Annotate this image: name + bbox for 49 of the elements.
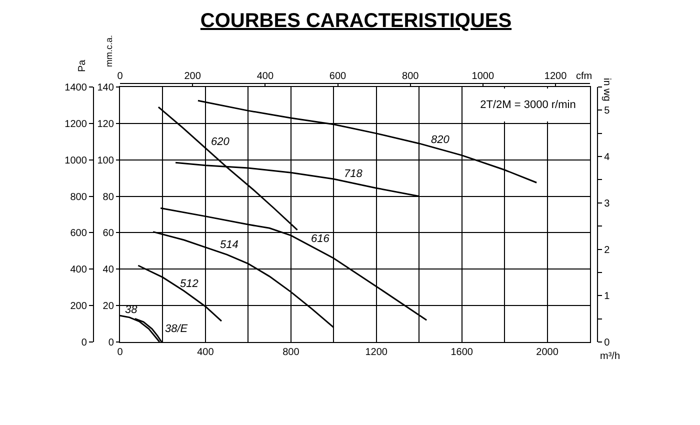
y-tick-label: 1400 bbox=[64, 82, 88, 94]
y2-axis-title: mm.c.a. bbox=[104, 34, 114, 67]
y2-tick-label: 40 bbox=[102, 264, 114, 276]
y3-tick-label: 5 bbox=[604, 106, 610, 117]
y2-tick-label: 0 bbox=[108, 338, 114, 348]
x2-axis-title: cfm bbox=[576, 71, 592, 82]
series-label: 514 bbox=[220, 239, 238, 251]
y3-tick-label: 3 bbox=[604, 198, 610, 210]
y-tick-label: 400 bbox=[70, 264, 88, 276]
x-tick-label: 1600 bbox=[450, 347, 474, 358]
y-tick-label: 1200 bbox=[64, 118, 88, 130]
y2-tick-label: 20 bbox=[102, 301, 114, 312]
y3-tick-label: 1 bbox=[604, 291, 610, 302]
y2-tick-label: 140 bbox=[97, 82, 114, 94]
y-axis-title: Pa bbox=[77, 59, 88, 72]
y3-axis-title: in wg bbox=[601, 78, 612, 102]
x2-tick-label: 200 bbox=[184, 70, 202, 82]
y3-tick-label: 0 bbox=[604, 338, 610, 348]
x2-tick-label: 1200 bbox=[544, 70, 568, 82]
series-label: 620 bbox=[211, 136, 230, 148]
y2-tick-label: 80 bbox=[102, 192, 114, 203]
x2-tick-label: 1000 bbox=[472, 70, 494, 82]
y-tick-label: 200 bbox=[70, 301, 88, 312]
series-label: 718 bbox=[344, 168, 364, 180]
y3-tick-label: 2 bbox=[604, 244, 610, 256]
y-tick-label: 800 bbox=[70, 192, 88, 203]
x-axis-title: m³/h bbox=[600, 351, 620, 362]
y2-tick-label: 120 bbox=[97, 118, 114, 130]
x-tick-label: 2000 bbox=[536, 347, 559, 358]
y-tick-label: 1000 bbox=[64, 155, 88, 166]
y3-tick-label: 4 bbox=[604, 152, 610, 164]
x2-tick-label: 400 bbox=[256, 70, 274, 82]
series-label: 820 bbox=[431, 134, 450, 146]
series-label: 512 bbox=[180, 278, 198, 290]
y2-tick-label: 60 bbox=[102, 228, 114, 240]
x-tick-label: 1200 bbox=[365, 347, 388, 358]
x-tick-label: 800 bbox=[282, 347, 300, 358]
x2-tick-label: 600 bbox=[329, 70, 347, 82]
series-label: 616 bbox=[311, 233, 330, 245]
series-label: 38/E bbox=[165, 323, 188, 335]
x-tick-label: 0 bbox=[117, 347, 124, 358]
x2-tick-label: 0 bbox=[117, 70, 124, 82]
y-tick-label: 600 bbox=[70, 228, 88, 240]
annotation: 2T/2M = 3000 r/min bbox=[480, 99, 576, 111]
chart-title: COURBES CARACTERISTIQUES bbox=[200, 10, 512, 32]
y2-tick-label: 100 bbox=[97, 155, 114, 166]
y-tick-label: 0 bbox=[81, 338, 88, 348]
x2-tick-label: 800 bbox=[402, 70, 420, 82]
x-tick-label: 400 bbox=[197, 347, 214, 358]
